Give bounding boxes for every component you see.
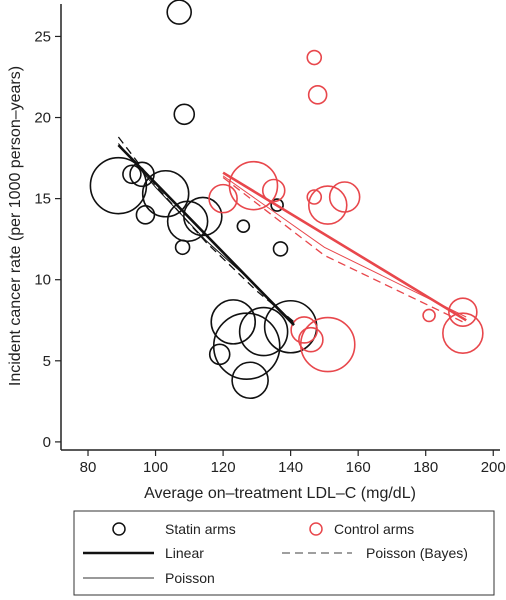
poisson-bayes-line	[222, 176, 467, 325]
control-arms-point	[299, 316, 356, 373]
statin-arms-point	[135, 205, 156, 225]
legend-linear-label: Linear	[165, 545, 204, 561]
control-arms-point	[228, 160, 279, 211]
poisson-line	[118, 143, 295, 324]
statin-arms-point	[208, 343, 231, 366]
control-arms-point	[422, 308, 436, 323]
x-axis-label: Average on–treatment LDL–C (mg/dL)	[144, 485, 416, 502]
linear-line	[117, 144, 295, 327]
y-tick-label: 15	[34, 191, 51, 208]
statin-arms-point	[236, 219, 251, 233]
y-tick-label: 10	[34, 272, 51, 289]
statin-arms-point	[166, 0, 192, 25]
control-arms-point	[298, 326, 324, 353]
statin-arms-point	[231, 361, 269, 400]
control-arms-point	[261, 178, 286, 203]
y-tick-label: 20	[34, 110, 51, 127]
statin-arms-point	[141, 169, 190, 218]
statin-arms-point	[122, 164, 142, 185]
series-linear	[117, 144, 467, 327]
statin-arms-point	[173, 103, 196, 126]
control-arms-point	[442, 312, 484, 355]
legend-bayes-label: Poisson (Bayes)	[366, 545, 468, 561]
series-poisson	[118, 143, 467, 324]
x-tick-label: 80	[80, 459, 97, 476]
statin-arms-point	[174, 239, 191, 256]
control-arms-point	[306, 189, 323, 205]
y-tick-label: 0	[43, 434, 51, 451]
poisson-line	[222, 175, 467, 318]
statin-arms-point	[238, 306, 289, 357]
legend: Statin arms Control arms Linear Poisson …	[73, 510, 495, 596]
linear-line	[222, 171, 467, 322]
x-tick-label: 180	[413, 459, 438, 476]
x-tick-label: 160	[346, 459, 371, 476]
control-arms-point	[307, 85, 328, 105]
legend-control-marker	[309, 522, 323, 536]
control-arms-point	[307, 185, 348, 225]
legend-statin-label: Statin arms	[165, 521, 236, 537]
y-tick-label: 25	[34, 28, 51, 45]
legend-control-label: Control arms	[334, 521, 414, 537]
y-axis-label: Incident cancer rate (per 1000 person–ye…	[7, 66, 24, 386]
statin-arms-point	[272, 241, 289, 257]
statin-arms-point	[210, 299, 257, 345]
series-control-arms	[208, 49, 484, 373]
control-arms-point	[328, 181, 361, 213]
ticks: 80 100 120 140 160 180 200 0 5 10 15 20 25	[34, 28, 505, 476]
axes: 80 100 120 140 160 180 200 0 5 10 15 20 25 Average o…	[7, 4, 506, 502]
statin-arms-point	[129, 161, 155, 188]
control-arms-point	[306, 49, 323, 66]
x-tick-label: 200	[481, 459, 506, 476]
x-tick-label: 100	[143, 459, 168, 476]
x-tick-label: 120	[211, 459, 236, 476]
statin-arms-point	[166, 200, 209, 243]
legend-poisson-label: Poisson	[165, 570, 215, 586]
control-arms-point	[448, 297, 478, 327]
y-tick-label: 5	[43, 353, 51, 370]
control-arms-point	[208, 183, 238, 214]
statin-arms-point	[212, 312, 281, 381]
plot-area	[89, 0, 484, 400]
statin-arms-point	[270, 198, 284, 212]
x-tick-label: 140	[278, 459, 303, 476]
series-poisson-bayes	[117, 136, 467, 325]
series-statin-arms	[89, 0, 318, 400]
legend-statin-marker	[112, 522, 126, 536]
poisson-bayes-line	[117, 136, 295, 323]
